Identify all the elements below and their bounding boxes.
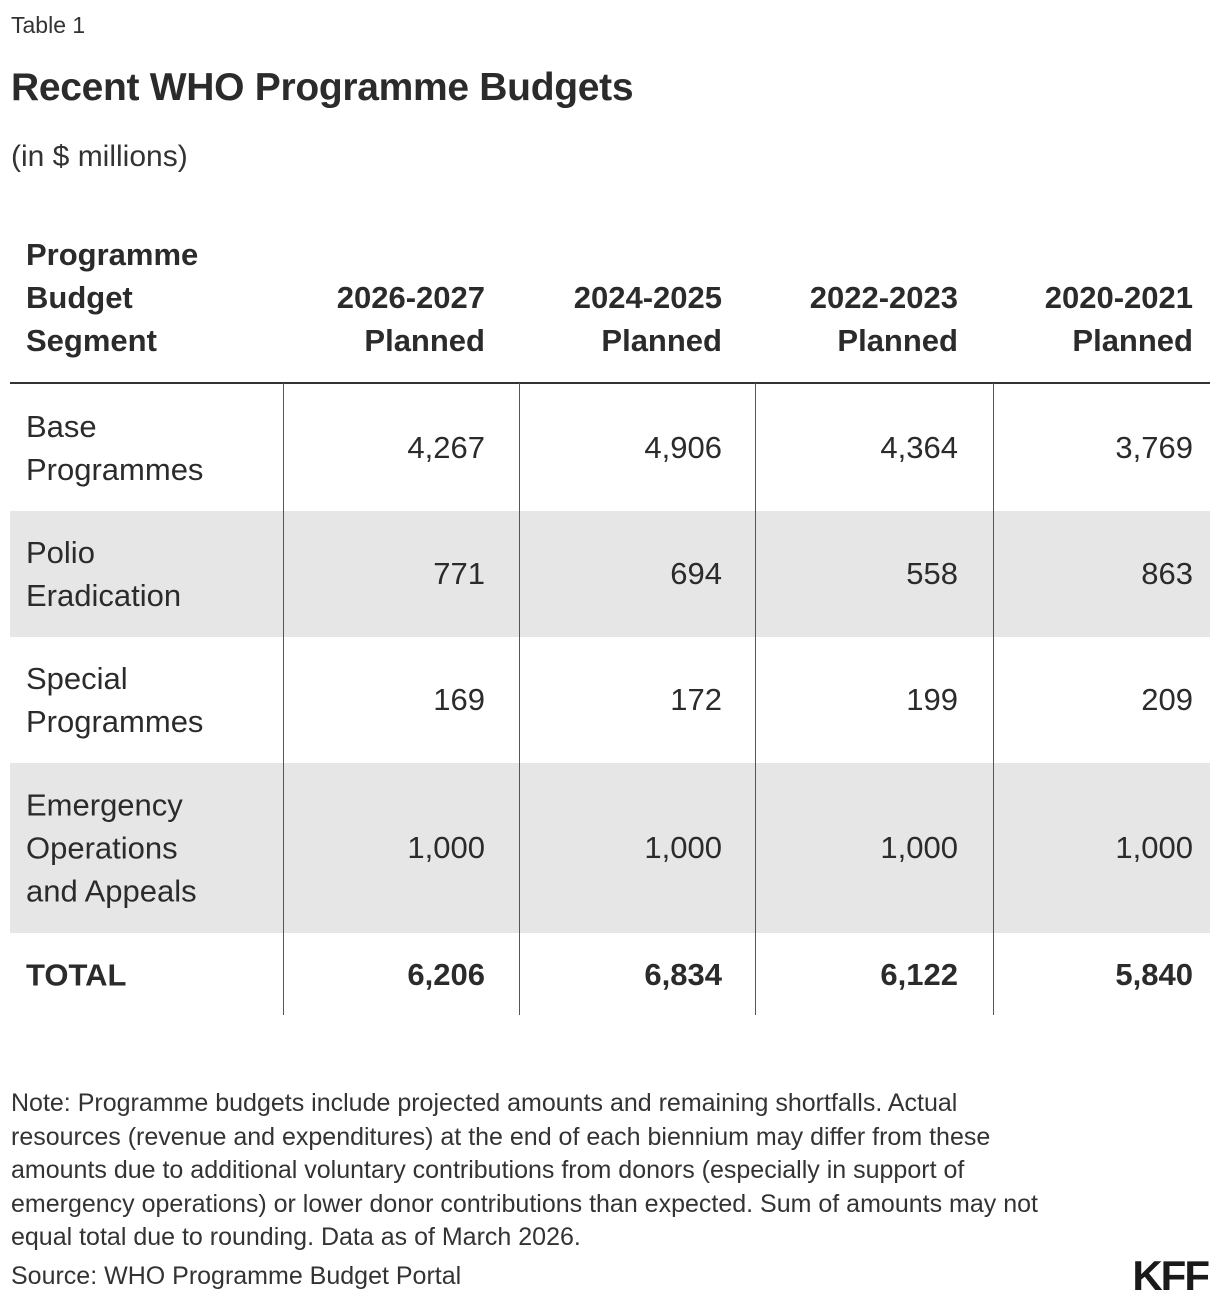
row-label: Emergency Operations and Appeals bbox=[26, 787, 197, 909]
cell-value: 3,769 bbox=[1115, 429, 1193, 465]
header-segment: Programme Budget Segment bbox=[26, 237, 199, 358]
cell-value: 558 bbox=[906, 556, 958, 591]
cell-value: 169 bbox=[433, 682, 485, 717]
row-label: Polio Eradication bbox=[26, 535, 182, 613]
header-2024-2025: 2024-2025 Planned bbox=[573, 280, 722, 358]
cell-value: 1,000 bbox=[1115, 830, 1193, 865]
cell-value: 771 bbox=[433, 556, 485, 591]
cell-value: 4,364 bbox=[880, 429, 958, 465]
header-2026-2027: 2026-2027 Planned bbox=[336, 280, 485, 358]
header-2020-2021: 2020-2021 Planned bbox=[1044, 280, 1193, 358]
row-label: Special Programmes bbox=[26, 661, 204, 739]
kff-logo: KFF bbox=[1132, 1252, 1210, 1299]
column-divider bbox=[283, 383, 284, 1015]
cell-value: 1,000 bbox=[407, 830, 485, 865]
budget-table: Programme Budget Segment 2026-2027 Plann… bbox=[10, 232, 1210, 1017]
cell-value: 4,906 bbox=[644, 429, 722, 465]
column-divider bbox=[519, 383, 520, 1015]
cell-value: 172 bbox=[670, 682, 722, 717]
table-row-total: TOTAL 6,206 6,834 6,122 5,840 bbox=[10, 933, 1210, 1017]
cell-value: 199 bbox=[906, 682, 958, 717]
footnote: Note: Programme budgets include projecte… bbox=[11, 1089, 1038, 1252]
table-header-row: Programme Budget Segment 2026-2027 Plann… bbox=[10, 232, 1210, 384]
cell-value: 6,834 bbox=[644, 957, 722, 992]
table-title: Recent WHO Programme Budgets bbox=[11, 66, 634, 109]
column-divider bbox=[993, 383, 994, 1015]
table-row-emergency-operations: Emergency Operations and Appeals 1,000 1… bbox=[10, 763, 1210, 933]
row-label: Base Programmes bbox=[26, 408, 204, 487]
cell-value: 1,000 bbox=[880, 830, 958, 865]
table-row-base-programmes: Base Programmes 4,267 4,906 4,364 3,769 bbox=[10, 384, 1210, 511]
row-label: TOTAL bbox=[26, 957, 127, 993]
cell-value: 1,000 bbox=[644, 830, 722, 865]
header-2022-2023: 2022-2023 Planned bbox=[809, 280, 958, 358]
cell-value: 694 bbox=[670, 556, 722, 591]
cell-value: 209 bbox=[1141, 682, 1193, 717]
source-note: Source: WHO Programme Budget Portal bbox=[11, 1262, 462, 1290]
table-subtitle: (in $ millions) bbox=[11, 140, 188, 173]
cell-value: 863 bbox=[1141, 556, 1193, 591]
cell-value: 5,840 bbox=[1115, 957, 1193, 992]
cell-value: 6,122 bbox=[880, 957, 958, 992]
table-row-special-programmes: Special Programmes 169 172 199 209 bbox=[10, 637, 1210, 763]
column-divider bbox=[755, 383, 756, 1015]
table-number: Table 1 bbox=[11, 12, 86, 38]
table-row-polio-eradication: Polio Eradication 771 694 558 863 bbox=[10, 511, 1210, 637]
cell-value: 4,267 bbox=[407, 429, 485, 465]
cell-value: 6,206 bbox=[407, 957, 485, 992]
